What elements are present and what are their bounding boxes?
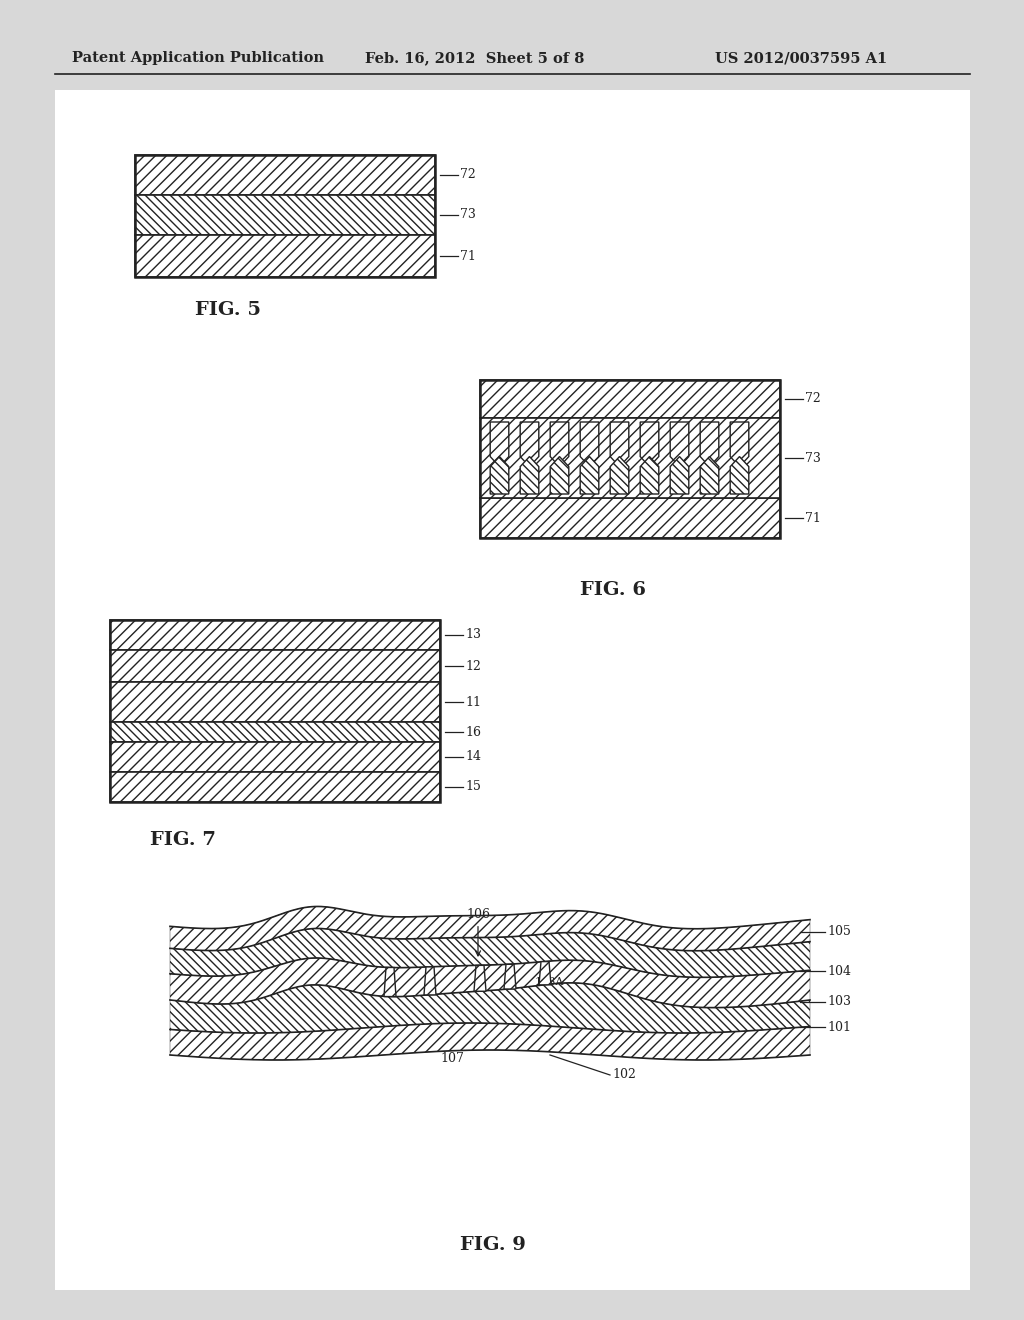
Text: 71: 71 [805,511,821,524]
Bar [110,649,440,682]
Bar [135,195,435,235]
Bar [55,90,970,1290]
Polygon shape [700,422,719,467]
Polygon shape [424,968,436,995]
Polygon shape [520,457,539,494]
Bar [110,620,440,649]
Text: 73: 73 [805,451,821,465]
Polygon shape [474,965,486,991]
Bar [110,772,440,803]
Polygon shape [539,961,551,985]
Polygon shape [640,422,658,467]
Bar [110,620,440,803]
Bar [110,682,440,722]
Polygon shape [581,457,599,494]
Bar [480,418,780,498]
Polygon shape [581,422,599,467]
Text: 12: 12 [465,660,481,672]
Polygon shape [700,457,719,494]
Polygon shape [610,422,629,467]
Bar [135,154,435,277]
Text: 13: 13 [465,628,481,642]
Text: Feb. 16, 2012  Sheet 5 of 8: Feb. 16, 2012 Sheet 5 of 8 [365,51,585,65]
Bar [480,380,780,539]
Text: 73: 73 [460,209,476,222]
Polygon shape [670,457,689,494]
Text: 107: 107 [440,1052,464,1064]
Polygon shape [640,457,658,494]
Bar [480,380,780,418]
Polygon shape [520,422,539,467]
Text: 104: 104 [827,965,851,978]
Bar [110,742,440,772]
Text: 105: 105 [827,925,851,939]
Polygon shape [550,422,568,467]
Polygon shape [504,965,516,989]
Bar [110,722,440,742]
Text: FIG. 6: FIG. 6 [580,581,646,599]
Text: FIG. 7: FIG. 7 [150,832,216,849]
Text: US 2012/0037595 A1: US 2012/0037595 A1 [715,51,887,65]
Polygon shape [610,457,629,494]
Polygon shape [490,457,509,494]
Polygon shape [670,422,689,467]
Bar [480,498,780,539]
Text: 106: 106 [466,908,490,956]
Text: 16: 16 [465,726,481,738]
Text: FIG. 5: FIG. 5 [195,301,261,319]
Text: 103: 103 [827,995,851,1008]
Text: 15: 15 [465,780,481,793]
Text: 11: 11 [465,696,481,709]
Text: 72: 72 [460,169,476,181]
Polygon shape [490,422,509,467]
Bar [135,235,435,277]
Text: Patent Application Publication: Patent Application Publication [72,51,324,65]
Text: 102: 102 [612,1068,636,1081]
Text: 14: 14 [465,751,481,763]
Bar [135,154,435,195]
Text: 71: 71 [460,249,476,263]
Text: 103A: 103A [535,977,564,987]
Text: 101: 101 [827,1020,851,1034]
Polygon shape [730,457,749,494]
Polygon shape [384,968,396,997]
Polygon shape [730,422,749,467]
Text: 72: 72 [805,392,821,405]
Text: FIG. 9: FIG. 9 [460,1236,526,1254]
Polygon shape [550,457,568,494]
